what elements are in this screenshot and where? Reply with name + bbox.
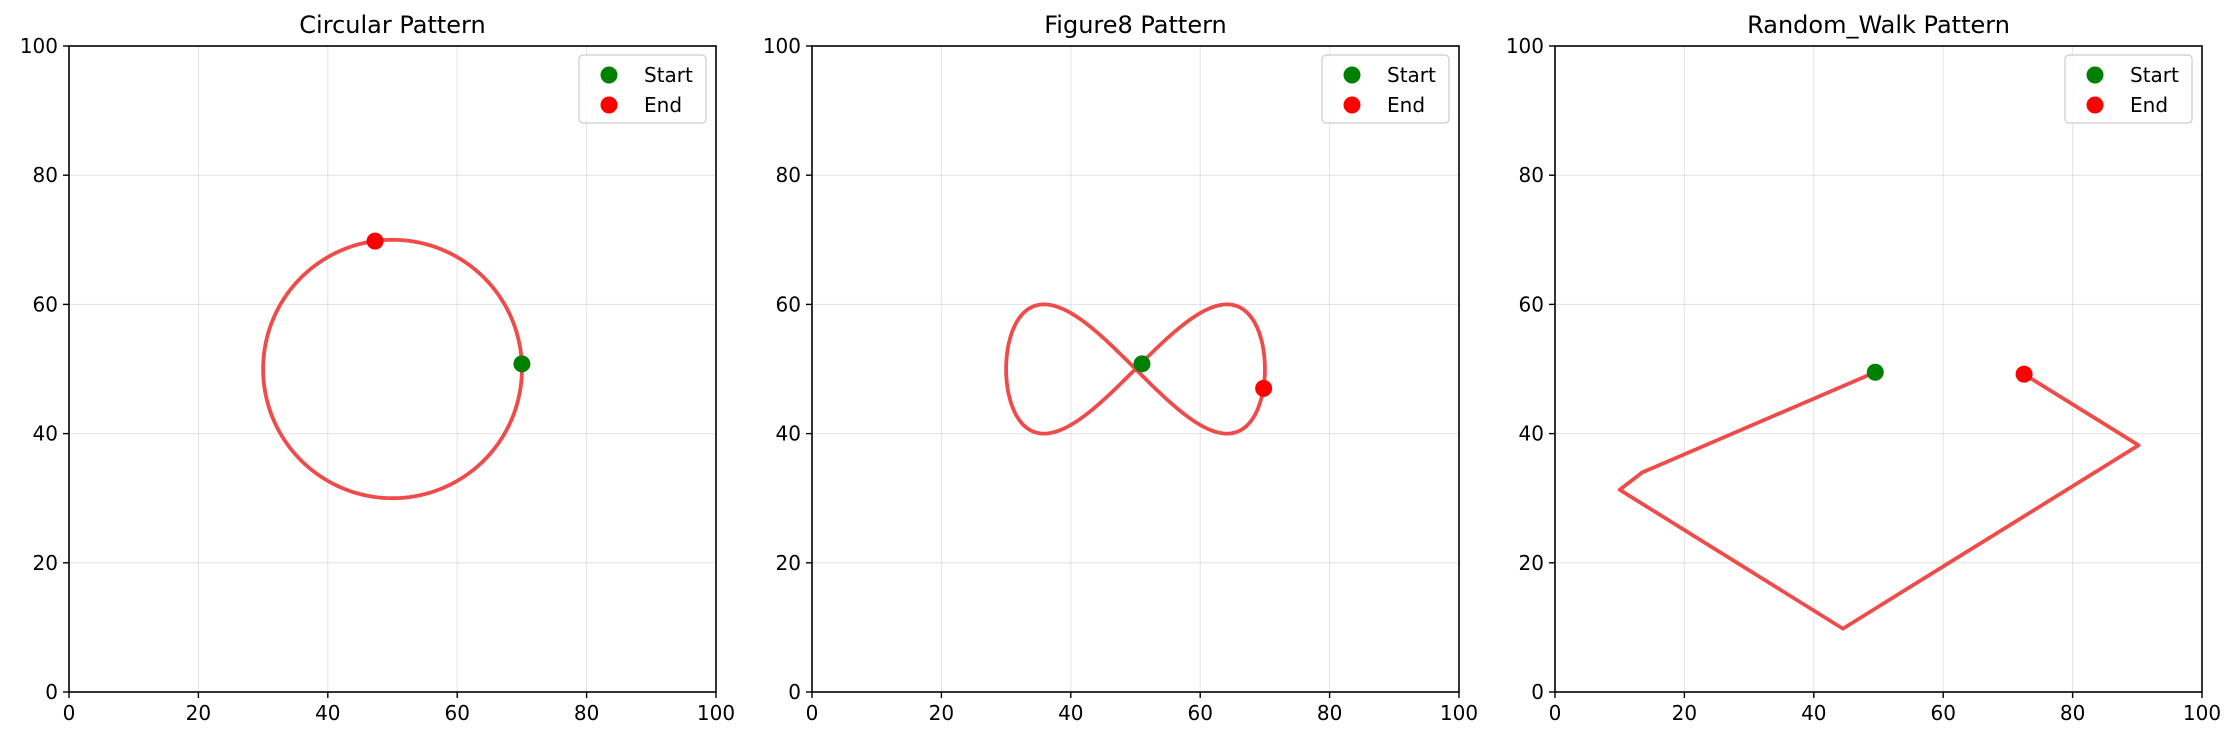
start-marker	[1133, 355, 1151, 373]
legend: Start End	[2064, 54, 2193, 124]
x-tick-label: 100	[697, 701, 735, 725]
y-tick-label: 80	[776, 163, 801, 187]
legend-marker	[1343, 96, 1361, 114]
trajectory-line	[1617, 370, 2141, 631]
legend: Start End	[1321, 54, 1450, 124]
y-tick-label: 20	[776, 551, 801, 575]
legend-marker	[2086, 96, 2104, 114]
legend-label: Start	[644, 63, 693, 87]
chart-title: Circular Pattern	[299, 11, 485, 39]
y-tick-label: 20	[33, 551, 58, 575]
y-tick-label: 100	[20, 34, 58, 58]
axes-frame	[1554, 45, 2203, 693]
x-tick-label: 0	[806, 701, 819, 725]
x-tick-label: 0	[63, 701, 76, 725]
x-tick-label: 20	[1672, 701, 1697, 725]
legend: Start End	[578, 54, 707, 124]
legend-marker	[1343, 66, 1361, 84]
y-tick-label: 0	[788, 680, 801, 704]
y-tick-label: 60	[1519, 292, 1544, 316]
trajectory-line	[261, 237, 524, 501]
legend-marker	[600, 96, 618, 114]
y-tick-label: 100	[763, 34, 801, 58]
y-tick-label: 40	[33, 422, 58, 446]
x-tick-label: 20	[929, 701, 954, 725]
y-tick-label: 60	[33, 292, 58, 316]
chart-panel-2: 0 20 40 60 80 100 0 20 40 60 80 100 Figure8 Pattern S…	[763, 11, 1478, 725]
chart-title: Random_Walk Pattern	[1747, 11, 2010, 39]
x-tick-label: 80	[574, 701, 599, 725]
y-tick-label: 100	[1506, 34, 1544, 58]
axes-frame	[811, 45, 1460, 693]
legend-marker	[600, 66, 618, 84]
legend-label: End	[2130, 93, 2168, 117]
chart-panel-3: 0 20 40 60 80 100 0 20 40 60 80 100 Random_Walk Patt…	[1506, 11, 2221, 725]
x-tick-label: 40	[1801, 701, 1826, 725]
y-tick-label: 40	[776, 422, 801, 446]
y-tick-label: 20	[1519, 551, 1544, 575]
x-tick-label: 60	[444, 701, 469, 725]
start-marker	[1866, 363, 1884, 381]
x-tick-label: 40	[1058, 701, 1083, 725]
x-tick-label: 80	[2060, 701, 2085, 725]
y-tick-label: 80	[1519, 163, 1544, 187]
legend-label: End	[644, 93, 682, 117]
y-tick-label: 80	[33, 163, 58, 187]
x-tick-label: 0	[1549, 701, 1562, 725]
legend-marker	[2086, 66, 2104, 84]
start-marker	[513, 355, 531, 373]
chart-panel-1: 0 20 40 60 80 100 0 20 40 60 80 100 Circular Pattern…	[20, 11, 735, 725]
y-tick-label: 60	[776, 292, 801, 316]
y-tick-label: 40	[1519, 422, 1544, 446]
x-tick-label: 20	[186, 701, 211, 725]
end-marker	[1255, 379, 1273, 397]
x-tick-label: 80	[1317, 701, 1342, 725]
legend-label: Start	[2130, 63, 2179, 87]
y-tick-label: 0	[1531, 680, 1544, 704]
legend-label: Start	[1387, 63, 1436, 87]
axes-frame	[68, 45, 717, 693]
end-marker	[366, 232, 384, 250]
x-tick-label: 40	[315, 701, 340, 725]
y-tick-label: 0	[45, 680, 58, 704]
x-tick-label: 60	[1187, 701, 1212, 725]
x-tick-label: 60	[1930, 701, 1955, 725]
x-tick-label: 100	[1440, 701, 1478, 725]
legend-label: End	[1387, 93, 1425, 117]
end-marker	[2015, 365, 2033, 383]
x-tick-label: 100	[2183, 701, 2221, 725]
chart-title: Figure8 Pattern	[1044, 11, 1227, 39]
